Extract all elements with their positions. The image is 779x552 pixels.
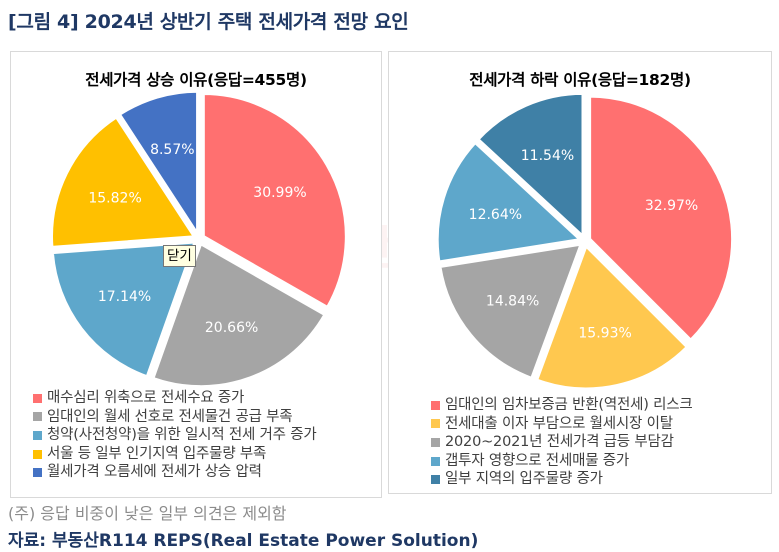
- pie-slice: [438, 242, 584, 381]
- legend-swatch: [33, 412, 42, 422]
- pie-slice: [50, 114, 198, 249]
- pie-slice: [150, 241, 327, 389]
- pie-chart-rise: 30.99% 20.66% 17.14% 15.82% 8.57%: [50, 89, 348, 389]
- legend-fall: 임대인의 임차보증금 반환(역전세) 리스크 전세대출 이자 부담으로 월세시장…: [431, 396, 693, 489]
- footnote: (주) 응답 비중이 낮은 일부 의견은 제외함: [8, 504, 287, 523]
- slice-data-label: 17.14%: [98, 289, 151, 305]
- chart-title-fall: 전세가격 하락 이유(응답=182명): [469, 71, 691, 89]
- source-credit: 자료: 부동산R114 REPS(Real Estate Power Solut…: [8, 531, 479, 551]
- legend-rise: 매수심리 위축으로 전세수요 증가 임대인의 월세 선호로 전세물건 공급 부족…: [33, 389, 317, 482]
- pie-slice: [534, 243, 690, 391]
- legend-label: 전세대출 이자 부담으로 월세시장 이탈: [445, 415, 673, 432]
- legend-swatch: [33, 449, 42, 459]
- pie-slice: [201, 91, 348, 310]
- pie-slice: [117, 89, 200, 240]
- slice-data-label: 12.64%: [469, 207, 522, 223]
- legend-label: 일부 지역의 입주물량 증가: [445, 471, 603, 488]
- legend-swatch: [431, 400, 440, 410]
- legend-item: 서울 등 일부 인기지역 입주물량 부족: [33, 445, 316, 464]
- pie-slice: [475, 91, 585, 240]
- legend-item: 청약(사전청약)을 위한 일시적 전세 거주 증가: [33, 426, 317, 445]
- legend-item: 일부 지역의 입주물량 증가: [431, 470, 693, 489]
- pie-slice: [50, 240, 198, 379]
- legend-swatch: [33, 430, 42, 440]
- legend-label: 청약(사전청약)을 위한 일시적 전세 거주 증가: [47, 427, 317, 444]
- legend-item: 2020~2021년 전세가격 급등 부담감: [431, 433, 693, 452]
- legend-swatch: [431, 456, 440, 466]
- pie-chart-fall: 32.97% 15.93% 14.84% 12.64% 11.54%: [435, 91, 735, 391]
- legend-label: 서울 등 일부 인기지역 입주물량 부족: [47, 445, 267, 462]
- figure-title: [그림 4] 2024년 상반기 주택 전세가격 전망 요인: [8, 11, 409, 33]
- legend-item: 월세가격 오름세에 전세가 상승 압력: [33, 463, 316, 482]
- legend-item: 임대인의 임차보증금 반환(역전세) 리스크: [431, 396, 693, 415]
- legend-item: 갭투자 영향으로 전세매물 증가: [431, 452, 693, 471]
- legend-label: 2020~2021년 전세가격 급등 부담감: [445, 434, 674, 451]
- legend-label: 월세가격 오름세에 전세가 상승 압력: [47, 464, 262, 481]
- slice-data-label: 15.93%: [578, 325, 631, 341]
- chart-panel-fall: 전세가격 하락 이유(응답=182명) 32.97% 15.93% 14.84% 12…: [388, 51, 772, 494]
- legend-item: 매수심리 위축으로 전세수요 증가: [33, 389, 316, 408]
- chart-title-rise: 전세가격 상승 이유(응답=455명): [85, 71, 307, 89]
- legend-label: 임대인의 임차보증금 반환(역전세) 리스크: [445, 397, 693, 413]
- pie-slice: [435, 140, 584, 264]
- legend-label: 갭투자 영향으로 전세매물 증가: [445, 452, 630, 469]
- legend-swatch: [33, 468, 42, 478]
- legend-label: 임대인의 월세 선호로 전세물건 공급 부족: [47, 408, 293, 425]
- legend-swatch: [431, 475, 440, 485]
- legend-swatch: [33, 393, 42, 403]
- legend-swatch: [431, 419, 440, 429]
- legend-label: 매수심리 위축으로 전세수요 증가: [47, 390, 245, 406]
- slice-data-label: 32.97%: [645, 198, 698, 214]
- legend-swatch: [431, 437, 440, 447]
- slice-data-label: 14.84%: [486, 293, 539, 309]
- pie-slice: [588, 94, 735, 343]
- slice-data-label: 15.82%: [88, 190, 141, 206]
- chart-panel-rise: 전세가격 상승 이유(응답=455명) 30.99% 20.66% 17.14% 15…: [10, 51, 382, 498]
- slice-data-label: 8.57%: [150, 142, 194, 158]
- slice-data-label: 11.54%: [521, 148, 574, 164]
- slice-data-label: 30.99%: [253, 185, 306, 201]
- close-tooltip[interactable]: 닫기: [163, 245, 196, 267]
- legend-item: 전세대출 이자 부담으로 월세시장 이탈: [431, 415, 693, 434]
- slice-data-label: 20.66%: [205, 320, 258, 336]
- legend-item: 임대인의 월세 선호로 전세물건 공급 부족: [33, 408, 316, 427]
